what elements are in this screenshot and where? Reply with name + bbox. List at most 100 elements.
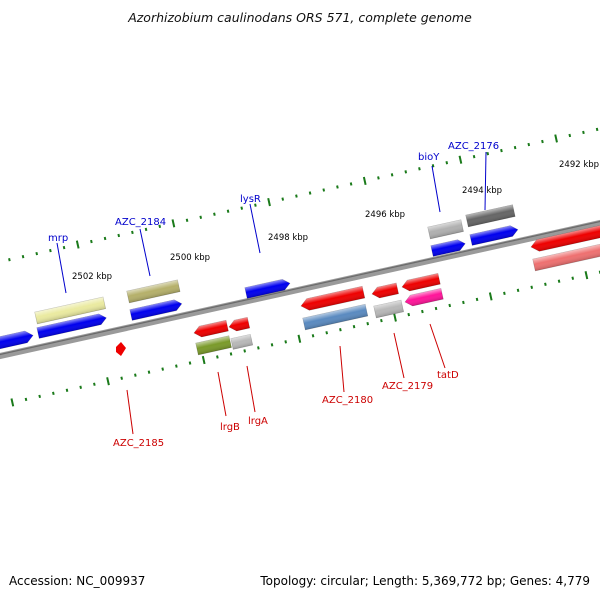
gene-arrow-reverse[interactable] <box>116 342 126 356</box>
gene-label-reverse[interactable]: tatD <box>437 370 459 381</box>
scale-tick-lower <box>475 297 479 302</box>
scale-tick-upper <box>390 173 394 177</box>
scale-tick-lower <box>530 285 534 289</box>
gene-box[interactable] <box>373 299 404 319</box>
scale-tick-upper <box>62 245 66 250</box>
scale-tick-lower <box>421 309 424 314</box>
scale-tick-upper <box>185 218 189 222</box>
scale-tick-lower <box>243 349 247 353</box>
gene-label-reverse[interactable]: AZC_2180 <box>322 395 373 406</box>
scale-tick-upper <box>158 224 162 229</box>
scale-tick-upper <box>418 167 421 171</box>
scale-tick-lower <box>161 367 164 371</box>
scale-tick-upper <box>445 161 449 165</box>
gene-arrow-reverse[interactable] <box>300 285 366 312</box>
scale-tick-upper <box>254 203 257 207</box>
scale-tick-upper <box>90 239 93 244</box>
scale-tick-lower <box>175 364 178 368</box>
gene-arrow-reverse[interactable] <box>404 288 444 307</box>
callout-line <box>56 242 67 294</box>
kbp-label: 2494 kbp <box>462 186 502 196</box>
scale-tick-upper <box>362 176 367 186</box>
scale-tick-lower <box>544 282 547 286</box>
scale-tick-upper <box>554 134 558 143</box>
scale-tick-upper <box>582 130 585 135</box>
gene-label-reverse[interactable]: AZC_2185 <box>113 438 164 449</box>
gene-arrow-reverse[interactable] <box>401 273 441 292</box>
scale-tick-lower <box>297 334 302 343</box>
scale-tick-upper <box>377 176 380 180</box>
scale-tick-lower <box>557 279 561 283</box>
scale-tick-upper <box>213 212 216 216</box>
scale-tick-upper <box>49 248 52 253</box>
gene-box[interactable] <box>427 219 464 240</box>
scale-tick-upper <box>131 230 134 235</box>
scale-tick-lower <box>65 388 69 392</box>
scale-tick-lower <box>284 340 288 344</box>
gene-box[interactable] <box>532 241 600 272</box>
scale-tick-lower <box>448 303 452 308</box>
scale-tick-lower <box>38 394 41 399</box>
gene-arrow-forward[interactable] <box>244 278 291 299</box>
callout-line <box>431 165 441 213</box>
callout-line <box>249 203 261 254</box>
scale-tick-lower <box>488 292 493 301</box>
scale-tick-lower <box>93 382 96 386</box>
scale-tick-upper <box>595 127 599 132</box>
scale-tick-upper <box>226 209 230 213</box>
scale-tick-upper <box>35 251 39 256</box>
scale-tick-upper <box>541 139 544 144</box>
callout-line <box>484 151 487 211</box>
callout-line <box>246 365 256 413</box>
scale-tick-lower <box>216 355 219 359</box>
scale-tick-lower <box>311 334 315 338</box>
gene-box[interactable] <box>34 296 106 325</box>
gene-arrow-forward[interactable] <box>430 238 467 257</box>
scale-tick-upper <box>472 154 476 159</box>
scale-tick-upper <box>336 185 339 189</box>
gene-arrow-forward[interactable] <box>469 224 519 246</box>
scale-tick-upper <box>8 258 11 262</box>
gene-label-reverse[interactable]: AZC_2179 <box>382 381 433 392</box>
scale-tick-upper <box>144 227 148 232</box>
gene-box[interactable] <box>230 333 254 350</box>
gene-label-forward[interactable]: bioY <box>418 152 440 163</box>
gene-arrow-reverse[interactable] <box>530 223 600 253</box>
accession-text: Accession: NC_009937 <box>9 574 146 588</box>
scale-tick-lower <box>366 321 370 326</box>
scale-tick-upper <box>199 215 203 219</box>
gene-label-reverse[interactable]: lrgB <box>220 422 240 433</box>
callout-line <box>139 228 151 277</box>
scale-tick-upper <box>486 151 490 156</box>
gene-label-forward[interactable]: AZC_2176 <box>448 141 499 152</box>
gene-arrow-forward[interactable] <box>0 329 34 351</box>
gene-box[interactable] <box>126 279 181 304</box>
scale-tick-lower <box>270 343 274 347</box>
gene-arrow-reverse[interactable] <box>193 319 229 338</box>
gene-arrow-reverse[interactable] <box>371 282 399 299</box>
scale-tick-lower <box>201 355 206 365</box>
gene-arrow-forward[interactable] <box>36 312 108 339</box>
scale-tick-upper <box>240 206 244 210</box>
scale-tick-lower <box>393 313 397 322</box>
scale-tick-lower <box>584 271 589 280</box>
scale-tick-lower <box>52 391 55 396</box>
callout-line <box>393 332 405 379</box>
kbp-label: 2492 kbp <box>559 160 599 170</box>
gene-label-forward[interactable]: lysR <box>240 194 261 205</box>
scale-tick-upper <box>281 197 285 201</box>
gene-box[interactable] <box>302 303 369 331</box>
gene-box[interactable] <box>195 335 232 356</box>
gene-label-forward[interactable]: AZC_2184 <box>115 217 166 228</box>
gene-label-forward[interactable]: mrp <box>48 233 68 244</box>
scale-tick-upper <box>431 164 435 168</box>
scale-tick-lower <box>352 325 356 329</box>
gene-arrow-reverse[interactable] <box>228 316 251 332</box>
scale-tick-upper <box>308 191 312 195</box>
scale-tick-upper <box>404 170 408 174</box>
gene-box[interactable] <box>465 204 516 228</box>
gene-label-reverse[interactable]: lrgA <box>248 416 268 427</box>
gene-arrow-forward[interactable] <box>129 298 183 321</box>
scale-tick-lower <box>339 328 342 332</box>
